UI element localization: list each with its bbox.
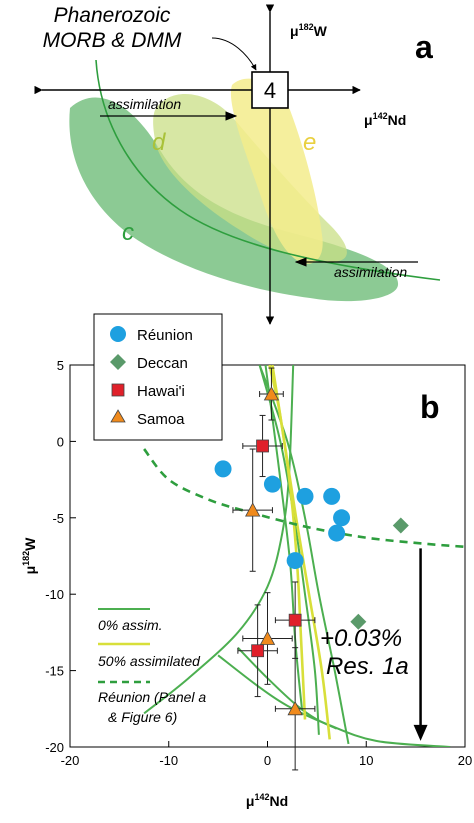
callout-line2: MORB & DMM bbox=[43, 29, 182, 52]
field-e-label: e bbox=[303, 129, 316, 156]
panel-a-label: a bbox=[415, 29, 433, 65]
symbol-legend: Réunion Deccan Hawai'i Samoa bbox=[93, 313, 223, 441]
mixing-curve bbox=[95, 59, 441, 281]
line-legend-reunion-1: Réunion (Panel a bbox=[98, 689, 206, 705]
box-4-label: 4 bbox=[264, 78, 276, 103]
y-tick-label-0: 5 bbox=[57, 358, 64, 373]
legend-reunion: Réunion bbox=[137, 327, 193, 344]
hawaii-point-1 bbox=[288, 613, 302, 627]
axis-ticks: -20 -10 0 10 20 5 0 -5 -10 -15 -20 bbox=[45, 358, 472, 768]
field-e bbox=[230, 78, 323, 264]
x-tick-label-4: 20 bbox=[458, 753, 472, 768]
mixing-curve-green-0 bbox=[143, 365, 295, 715]
assimilation-lower-label: assimilation bbox=[334, 264, 407, 280]
y-tick-label-3: -10 bbox=[45, 587, 64, 602]
legend-samoa: Samoa bbox=[137, 411, 185, 428]
line-legend: 0% assim. 50% assimilated Réunion (Panel… bbox=[98, 608, 206, 725]
x-tick-label-0: -20 bbox=[61, 753, 80, 768]
axis-a-x-label: μ142Nd bbox=[364, 111, 406, 128]
legend-reunion-marker bbox=[110, 326, 126, 342]
reunion-point-0 bbox=[214, 460, 232, 478]
panel-a: 4 μ182W μ142Nd a Phanerozoic MORB & DMM … bbox=[34, 4, 441, 325]
axis-a-y-label: μ182W bbox=[290, 22, 328, 39]
reunion-point-4 bbox=[333, 509, 351, 527]
reunion-point-3 bbox=[323, 487, 341, 505]
box-4 bbox=[251, 71, 289, 109]
samoa-point-0 bbox=[263, 386, 280, 401]
field-c-label: c bbox=[122, 219, 134, 246]
y-tick-label-1: 0 bbox=[57, 434, 64, 449]
reunion-point-1 bbox=[263, 475, 281, 493]
mixing-curve-green-1 bbox=[237, 647, 338, 730]
arrow-head bbox=[413, 724, 428, 741]
x-tick-label-2: 0 bbox=[264, 753, 271, 768]
line-legend-reunion-2: & Figure 6) bbox=[108, 709, 177, 725]
x-axis-label: μ142Nd bbox=[246, 792, 288, 809]
field-d-label: d bbox=[152, 129, 166, 156]
line-legend-0pct: 0% assim. bbox=[98, 617, 163, 633]
deccan-point-0 bbox=[392, 517, 409, 534]
legend-samoa-marker bbox=[110, 409, 126, 423]
samoa-point-2 bbox=[259, 630, 276, 645]
deccan-point-1 bbox=[350, 613, 367, 630]
resorption-arrow bbox=[413, 548, 428, 741]
reunion-point-2 bbox=[296, 487, 314, 505]
y-tick-label-2: -5 bbox=[52, 511, 64, 526]
callout-line1: Phanerozoic bbox=[54, 4, 171, 27]
data-points bbox=[214, 386, 409, 716]
reunion-point-5 bbox=[328, 524, 346, 542]
mixing-curve-green-2 bbox=[217, 654, 451, 747]
annotation-line2: Res. 1a bbox=[326, 653, 409, 680]
panel-b-label: b bbox=[420, 389, 440, 425]
legend-hawaii-marker bbox=[111, 383, 125, 397]
legend-deccan: Deccan bbox=[137, 355, 188, 372]
annotation-line1: +0.03% bbox=[320, 625, 402, 652]
line-legend-50pct: 50% assimilated bbox=[98, 653, 201, 669]
y-tick-label-4: -15 bbox=[45, 664, 64, 679]
callout-leader bbox=[211, 37, 257, 71]
x-tick-label-3: 10 bbox=[359, 753, 373, 768]
hawaii-point-0 bbox=[256, 439, 269, 453]
legend-deccan-marker bbox=[110, 354, 126, 370]
reunion-point-6 bbox=[286, 552, 304, 570]
y-axis-label: μ182W bbox=[21, 537, 38, 575]
mixing-curve-yellow-7 bbox=[271, 365, 331, 740]
y-tick-label-5: -20 bbox=[45, 740, 64, 755]
x-tick-label-1: -10 bbox=[159, 753, 178, 768]
legend-hawaii: Hawai'i bbox=[137, 383, 185, 400]
samoa-point-3 bbox=[287, 700, 303, 716]
assimilation-upper-label: assimilation bbox=[108, 96, 181, 112]
mixing-curve-dashed-8 bbox=[143, 448, 465, 549]
curves bbox=[143, 365, 465, 747]
samoa-point-1 bbox=[245, 502, 261, 517]
hawaii-point-2 bbox=[251, 644, 265, 658]
